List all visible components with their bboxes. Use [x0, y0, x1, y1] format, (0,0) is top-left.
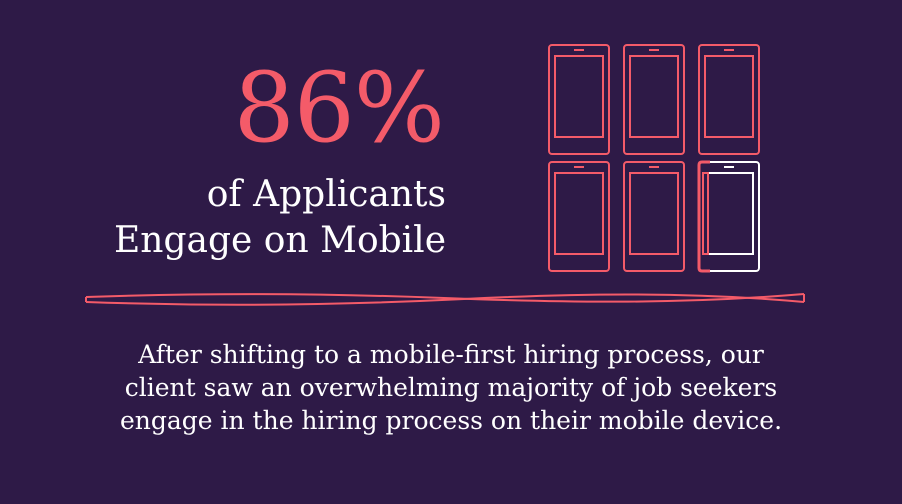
subtitle-line-2: Engage on Mobile — [114, 220, 446, 261]
smartphone-icon — [548, 161, 610, 272]
decorative-divider — [85, 293, 805, 306]
stat-percentage: 86% — [233, 52, 445, 164]
smartphone-icon — [623, 44, 685, 155]
description-paragraph: After shifting to a mobile-first hiring … — [119, 340, 783, 435]
subtitle-line-1: of Applicants — [206, 174, 446, 215]
phone-grid-illustration — [548, 44, 760, 273]
stat-subtitle: of Applicants Engage on Mobile — [0, 172, 446, 264]
smartphone-icon — [548, 44, 610, 155]
smartphone-icon — [698, 44, 760, 155]
smartphone-icon — [623, 161, 685, 272]
smartphone-icon-partial — [697, 160, 760, 273]
